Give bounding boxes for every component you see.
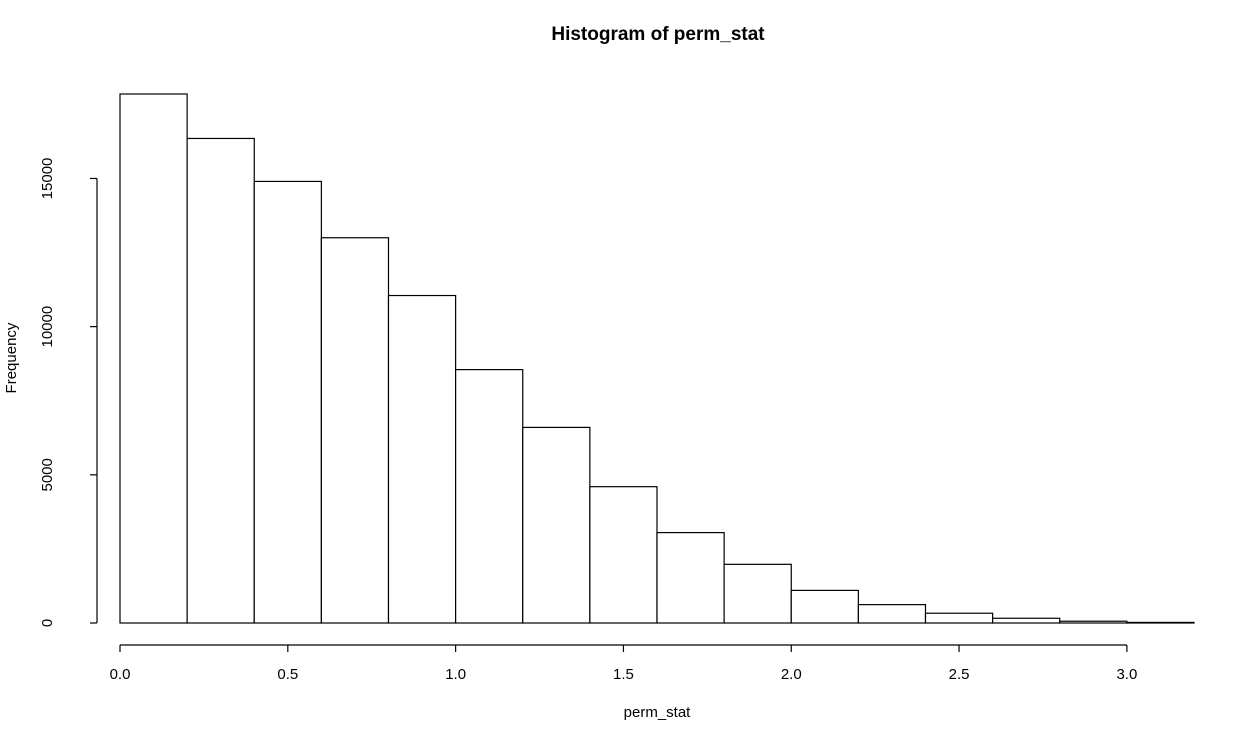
- y-tick-label: 0: [39, 619, 56, 627]
- histogram-bar: [455, 369, 524, 624]
- x-tick-label: 3.0: [1116, 666, 1137, 683]
- x-axis: 0.0 0.5 1.0 1.5 2.0 2.5 3.0: [110, 644, 1137, 683]
- x-tick-label: 2.0: [781, 666, 802, 683]
- histogram-bar: [119, 93, 188, 624]
- x-axis-label: perm_stat: [624, 704, 692, 721]
- histogram-bar: [1059, 620, 1128, 624]
- y-tick-label: 5000: [39, 458, 56, 491]
- histogram-bar: [387, 294, 457, 624]
- histogram-bar: [992, 617, 1061, 624]
- x-tick-label: 0.5: [277, 666, 298, 683]
- x-tick-label: 1.5: [613, 666, 634, 683]
- histogram-bar: [723, 563, 792, 624]
- histogram-bar: [522, 426, 591, 624]
- histogram-bar: [1126, 621, 1195, 624]
- histogram-bar: [656, 532, 725, 624]
- histogram-bar: [857, 604, 927, 624]
- histogram-bar: [320, 237, 390, 624]
- x-tick-label: 0.0: [110, 666, 131, 683]
- chart-title: Histogram of perm_stat: [551, 24, 765, 45]
- histogram-bar: [186, 137, 255, 624]
- histogram-bar: [924, 612, 994, 624]
- y-axis: 0 5000 10000 15000: [39, 158, 98, 627]
- x-tick-label: 2.5: [949, 666, 970, 683]
- x-tick-label: 1.0: [445, 666, 466, 683]
- histogram-bar: [790, 589, 859, 624]
- histogram-bar: [253, 180, 322, 624]
- y-axis-label: Frequency: [3, 322, 20, 393]
- y-tick-label: 15000: [39, 158, 56, 200]
- bars-group: [119, 93, 1195, 624]
- y-tick-label: 10000: [39, 306, 56, 348]
- histogram-bar: [589, 486, 658, 624]
